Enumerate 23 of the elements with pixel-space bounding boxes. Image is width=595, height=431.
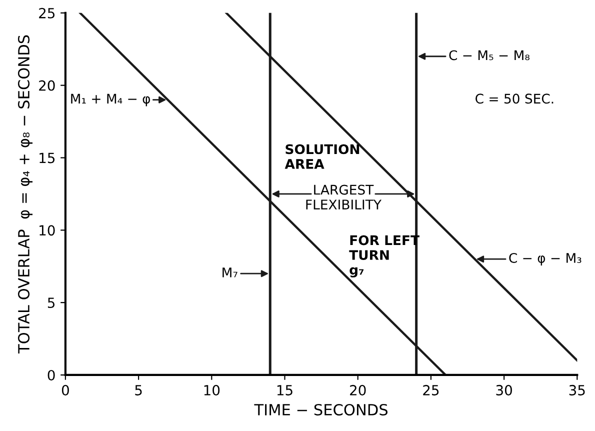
annotation: M₇: [222, 268, 238, 278]
x-tick-label: 5: [135, 385, 142, 396]
annotation: C − φ − M₃: [509, 252, 582, 266]
x-tick-label: 20: [350, 384, 366, 396]
annotation: M₁ + M₄ − φ: [71, 94, 150, 106]
annotation: LARGEST FLEXIBILITY: [306, 184, 382, 210]
y-tick-label: 0: [48, 370, 55, 380]
x-tick-label: 30: [496, 384, 512, 396]
y-tick-label: 5: [48, 298, 55, 308]
x-tick-label: 0: [62, 384, 69, 396]
x-axis-title: TIME − SECONDS: [254, 404, 388, 416]
y-tick-label: 15: [40, 152, 55, 164]
x-tick-label: 25: [423, 384, 439, 396]
y-axis-title: TOTAL OVERLAP φ = φ₄ + φ₈ − SECONDS: [18, 35, 32, 354]
y-tick-label: 20: [39, 80, 55, 91]
x-tick-label: 35: [569, 384, 585, 396]
x-tick-label: 10: [204, 384, 220, 396]
x-tick-label: 15: [277, 385, 292, 396]
annotation: C − M₅ − M₈: [449, 50, 530, 60]
annotation: C = 50 SEC.: [476, 94, 554, 104]
y-tick-label: 10: [40, 225, 55, 236]
annotation: SOLUTION AREA: [284, 144, 360, 169]
y-tick-label: 25: [39, 8, 55, 18]
